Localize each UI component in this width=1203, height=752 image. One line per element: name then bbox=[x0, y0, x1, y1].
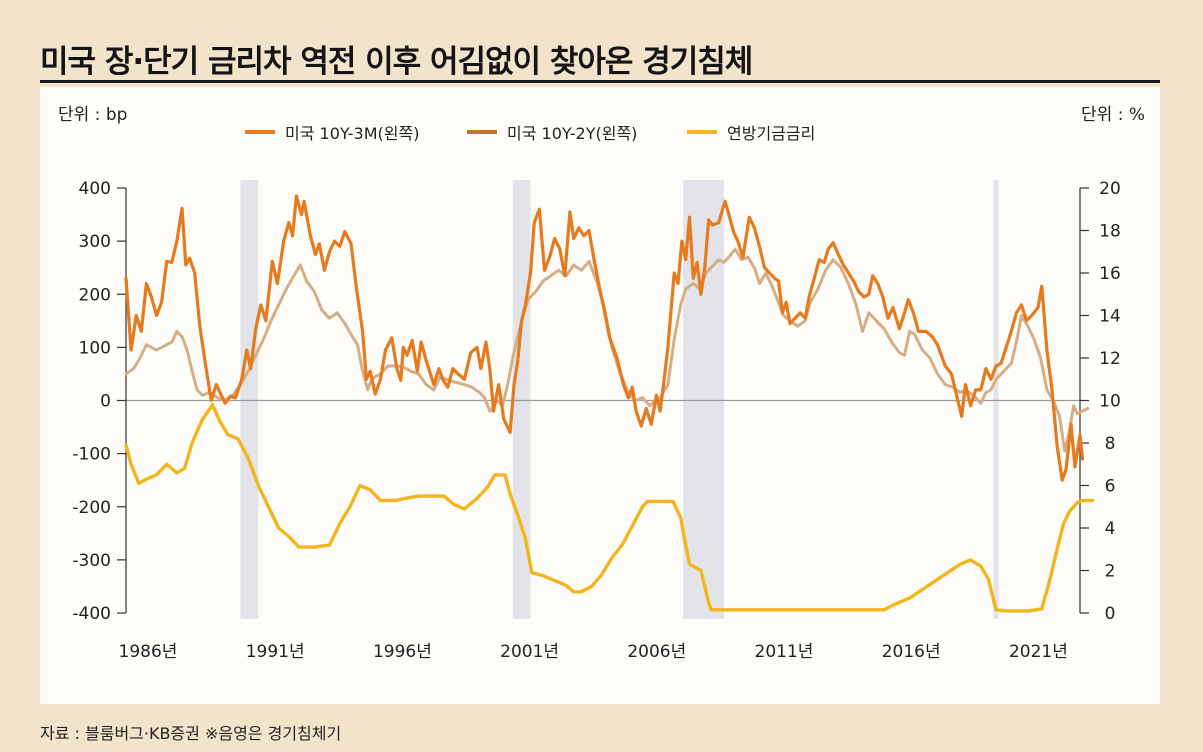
y-left-tick-label-4: 0 bbox=[100, 392, 111, 412]
y-left-tick-label-6: -200 bbox=[72, 498, 111, 518]
y-right-tick-label-5: 10 bbox=[1099, 392, 1121, 412]
recession-band-3 bbox=[993, 180, 999, 619]
legend-swatch-10y2y bbox=[467, 130, 497, 134]
recession-band-2 bbox=[683, 180, 724, 619]
y-right-tick-label-10: 0 bbox=[1105, 604, 1116, 624]
recession-band-0 bbox=[240, 180, 259, 619]
legend-swatch-10y3m bbox=[245, 130, 275, 134]
title-rule bbox=[40, 80, 1160, 83]
y-right-tick-label-4: 12 bbox=[1099, 349, 1121, 369]
x-tick-label-6: 2016년 bbox=[882, 642, 941, 662]
legend-label-10y3m: 미국 10Y-3M(왼쪽) bbox=[285, 124, 420, 143]
y-left-tick-label-5: -100 bbox=[72, 445, 111, 465]
y-left-tick-label-7: -300 bbox=[72, 551, 111, 571]
x-tick-label-1: 1991년 bbox=[246, 642, 305, 662]
y-left-tick-label-3: 100 bbox=[79, 338, 111, 358]
series-line-0 bbox=[124, 194, 1085, 482]
y-right-tick-label-1: 18 bbox=[1099, 222, 1121, 242]
y-right-tick-label-3: 14 bbox=[1099, 307, 1121, 327]
y-right-tick-label-8: 4 bbox=[1105, 519, 1116, 539]
y-right-tick-label-9: 2 bbox=[1105, 562, 1116, 582]
y-right-tick-label-2: 16 bbox=[1099, 264, 1121, 284]
legend-label-ffr: 연방기금금리 bbox=[727, 124, 816, 143]
x-tick-label-5: 2011년 bbox=[755, 642, 814, 662]
y-left-tick-label-1: 300 bbox=[79, 232, 111, 252]
unit-right-label: 단위 : % bbox=[1081, 105, 1145, 125]
legend-item-ffr: 연방기금금리 bbox=[687, 120, 815, 144]
x-tick-label-3: 2001년 bbox=[500, 642, 559, 662]
legend-item-10y2y: 미국 10Y-2Y(왼쪽) bbox=[467, 120, 637, 144]
x-tick-label-0: 1986년 bbox=[119, 642, 178, 662]
chart-title: 미국 장·단기 금리차 역전 이후 어김없이 찾아온 경기침체 bbox=[40, 44, 753, 80]
y-right-tick-label-0: 20 bbox=[1099, 179, 1121, 199]
x-tick-label-4: 2006년 bbox=[627, 642, 686, 662]
source-footnote: 자료 : 블룸버그·KB증권 ※음영은 경기침체기 bbox=[40, 724, 342, 743]
series-line-2 bbox=[124, 403, 1095, 613]
y-left-tick-label-8: -400 bbox=[72, 604, 111, 624]
legend-swatch-ffr bbox=[687, 130, 717, 134]
y-right-tick-label-6: 8 bbox=[1105, 434, 1116, 454]
y-left-tick-label-0: 400 bbox=[79, 179, 111, 199]
legend-label-10y2y: 미국 10Y-2Y(왼쪽) bbox=[507, 124, 638, 143]
x-tick-label-7: 2021년 bbox=[1009, 642, 1068, 662]
y-right-tick-label-7: 6 bbox=[1105, 477, 1116, 497]
y-left-tick-label-2: 200 bbox=[79, 285, 111, 305]
unit-left-label: 단위 : bp bbox=[58, 105, 128, 125]
legend-item-10y3m: 미국 10Y-3M(왼쪽) bbox=[245, 120, 419, 144]
x-tick-label-2: 1996년 bbox=[373, 642, 432, 662]
